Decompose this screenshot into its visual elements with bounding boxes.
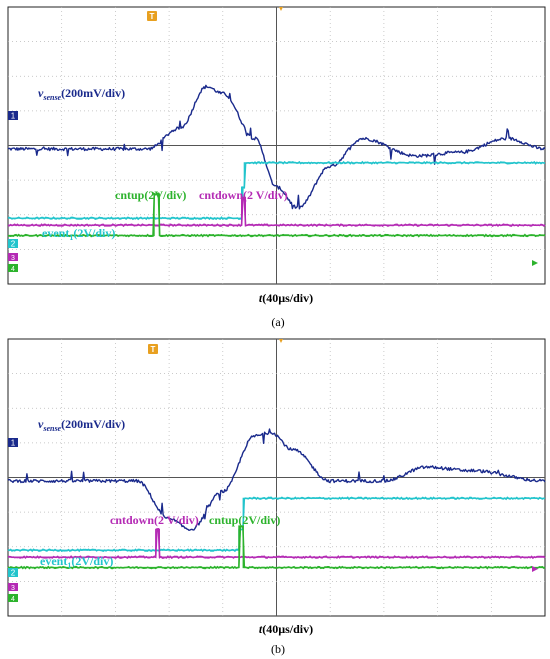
trace-cntdown-edges [8, 528, 545, 558]
grid-b [8, 339, 545, 616]
cntdown-label-a: cntdown(2 V/div) [199, 188, 288, 202]
x-axis-label-a: t(40µs/div) [259, 291, 313, 305]
channel-1-marker-b: 1 [8, 438, 18, 448]
trace-cntup-edges [8, 193, 545, 237]
trace-vsense [8, 84, 546, 210]
svg-text:2: 2 [11, 240, 16, 249]
trace-vsense [7, 428, 546, 531]
vsense-label-a: vsense(200mV/div) [38, 86, 125, 102]
trace-cntup-edges [8, 525, 545, 569]
svg-text:4: 4 [11, 596, 15, 603]
trace-event1-edges [8, 497, 545, 551]
cntup-label-a: cntup(2V/div) [115, 188, 186, 202]
svg-text:3: 3 [11, 255, 15, 262]
grid-a [8, 7, 545, 284]
trigger-point-marker-b [279, 339, 283, 343]
svg-text:4: 4 [11, 266, 15, 273]
channel-2-marker-b: 2 [8, 568, 18, 578]
traces-b [7, 428, 546, 570]
channel-2-marker-a: 2 [8, 239, 18, 249]
svg-text:1: 1 [11, 439, 16, 448]
cntdown-label-b: cntdown(2 V/div) [110, 513, 199, 527]
right-edge-arrow-b [532, 566, 538, 572]
panel-b: T 1 2 3 4 vsense(200mV/div) event1(2V/di… [7, 338, 546, 656]
channel-3-marker-a: 3 [8, 253, 18, 262]
right-edge-arrow-a [532, 260, 538, 266]
trigger-point-marker-a [279, 7, 283, 11]
channel-3-marker-b: 3 [8, 583, 18, 592]
x-axis-label-b: t(40µs/div) [259, 622, 313, 636]
channel-1-marker-a: 1 [8, 111, 18, 121]
trigger-marker-label-b: T [151, 345, 156, 354]
cntup-label-b: cntup(2V/div) [209, 513, 280, 527]
svg-text:1: 1 [11, 112, 16, 121]
svg-text:3: 3 [11, 585, 15, 592]
vsense-label-b: vsense(200mV/div) [38, 417, 125, 433]
panel-a: T 1 2 3 4 vsense(200mV/div) event1(2V/di… [7, 6, 546, 329]
trigger-marker-label-a: T [150, 12, 155, 21]
trigger-marker-a: T [147, 11, 157, 21]
event1-label-b: event1(2V/div) [40, 554, 113, 570]
trace-event1-edges [8, 162, 545, 219]
svg-text:2: 2 [11, 569, 16, 578]
trigger-marker-b: T [148, 344, 158, 354]
event1-label-a: event1(2V/div) [42, 226, 115, 242]
traces-a [7, 84, 546, 238]
channel-4-marker-b: 4 [8, 594, 18, 603]
trace-cntdown-edges [8, 196, 545, 226]
caption-a: (a) [271, 315, 284, 329]
channel-4-marker-a: 4 [8, 264, 18, 273]
caption-b: (b) [271, 642, 285, 656]
